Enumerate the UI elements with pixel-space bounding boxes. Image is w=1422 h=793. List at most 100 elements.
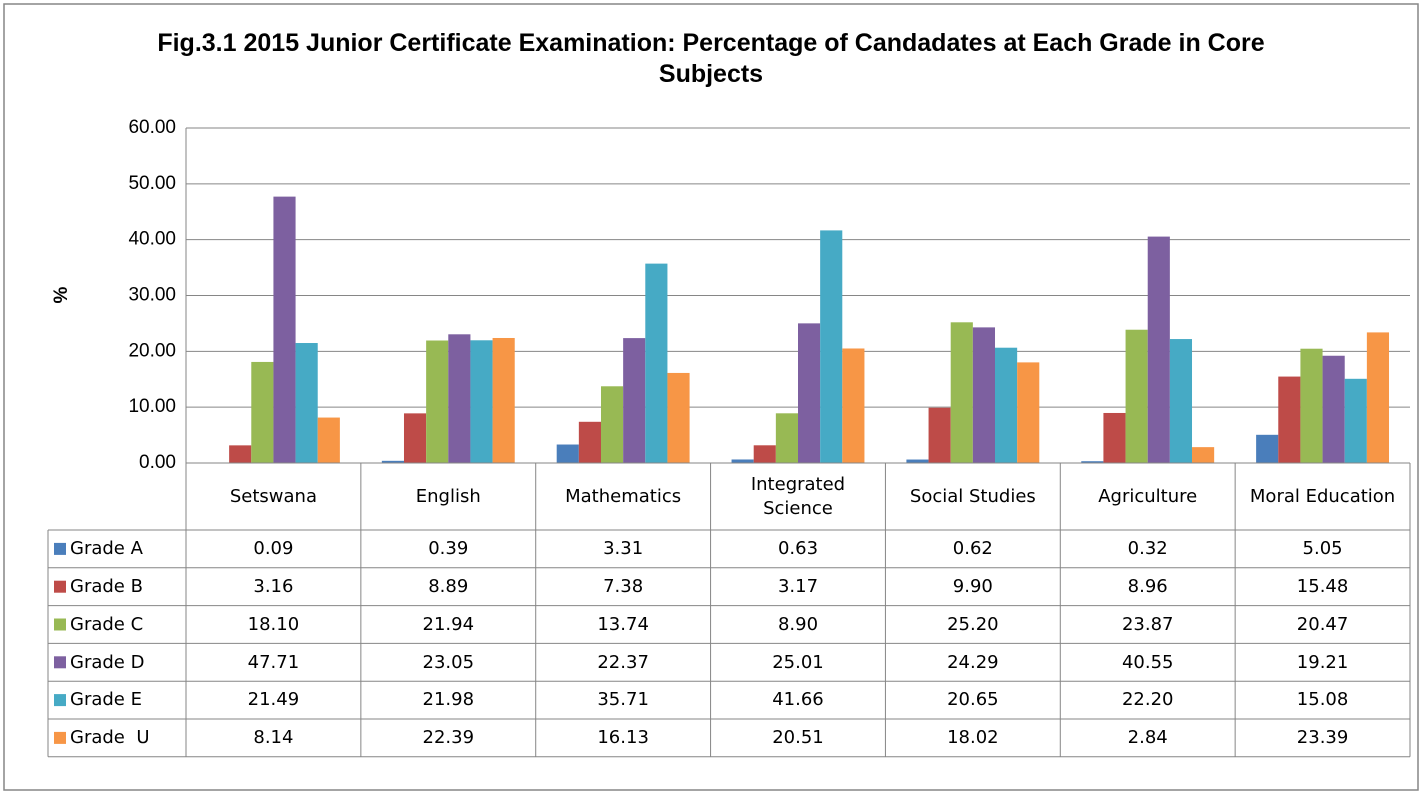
table-value: 21.94	[422, 613, 475, 635]
table-value: 8.90	[777, 613, 819, 635]
legend-swatch	[54, 656, 66, 669]
bar	[556, 444, 579, 463]
bar	[1147, 236, 1170, 463]
bar	[667, 372, 690, 463]
bar	[995, 347, 1018, 463]
bar	[798, 323, 821, 463]
table-value: 20.47	[1296, 613, 1349, 635]
legend-label: Grade C	[70, 613, 144, 635]
bar	[972, 327, 996, 463]
legend-label: Grade B	[70, 576, 143, 597]
bar	[1322, 355, 1345, 463]
table-value: 0.62	[952, 538, 993, 560]
bar	[906, 459, 929, 463]
bar	[1125, 329, 1148, 463]
bar	[645, 263, 668, 463]
bar	[1366, 332, 1390, 463]
table-value: 13.74	[597, 613, 649, 635]
bar	[1169, 339, 1193, 463]
y-tick-label: 0.00	[139, 452, 176, 473]
table-value: 0.63	[777, 538, 819, 560]
bar	[273, 196, 296, 463]
x-tick-label: Integrated Science	[750, 474, 851, 519]
legend-swatch	[54, 731, 66, 744]
table-value: 21.49	[247, 689, 300, 711]
table-value: 18.02	[947, 727, 999, 749]
bar	[1192, 447, 1215, 463]
bar	[1278, 376, 1301, 463]
bar	[403, 413, 427, 463]
table-value: 15.48	[1296, 576, 1349, 597]
y-tick-label: 30.00	[128, 285, 176, 306]
y-tick-label: 40.00	[128, 229, 176, 250]
bar	[928, 407, 951, 463]
table-value: 7.38	[603, 576, 644, 597]
table-value: 3.31	[603, 538, 644, 560]
y-axis-label: %	[51, 286, 72, 303]
bar	[470, 340, 493, 463]
bar	[731, 459, 754, 463]
x-tick-label: Setswana	[229, 485, 317, 507]
table-value: 18.10	[247, 613, 300, 635]
bar	[317, 417, 340, 463]
legend-swatch	[54, 618, 66, 631]
table-value: 40.55	[1121, 651, 1174, 673]
table-value: 22.20	[1121, 689, 1174, 711]
table-value: 35.71	[597, 689, 649, 711]
bar	[1300, 348, 1323, 463]
bar	[295, 343, 318, 463]
legend-swatch	[54, 580, 66, 593]
bar	[578, 421, 601, 463]
legend-label: Grade U	[70, 727, 150, 749]
legend-label: Grade E	[70, 689, 142, 711]
table-value: 19.21	[1296, 651, 1349, 673]
bar	[820, 230, 843, 463]
table-value: 5.05	[1302, 538, 1343, 560]
legend-label: Grade A	[70, 538, 143, 560]
table-value: 20.65	[947, 689, 999, 711]
table-value: 23.05	[422, 651, 475, 673]
legend-swatch	[54, 542, 66, 555]
y-tick-label: 60.00	[128, 117, 176, 138]
table-value: 23.39	[1296, 727, 1349, 749]
chart-title: Fig.3.1 2015 Junior Certificate Examinat…	[157, 29, 1265, 89]
y-tick-label: 20.00	[128, 340, 176, 361]
y-tick-label: 10.00	[128, 396, 176, 417]
bar	[1256, 434, 1279, 463]
table-value: 0.09	[253, 538, 294, 560]
table-value: 41.66	[772, 689, 824, 711]
table-value: 3.17	[777, 576, 819, 597]
bar	[229, 445, 252, 463]
table-value: 8.96	[1127, 576, 1168, 597]
table-value: 8.89	[428, 576, 469, 597]
table-value: 22.39	[422, 727, 475, 749]
bar	[842, 348, 865, 463]
x-tick-label: Social Studies	[909, 485, 1036, 507]
table-value: 23.87	[1121, 613, 1174, 635]
table-value: 15.08	[1296, 689, 1349, 711]
table-value: 25.01	[772, 651, 824, 673]
bar	[448, 334, 471, 463]
table-value: 0.39	[428, 538, 469, 560]
x-tick-label: Moral Education	[1249, 485, 1396, 507]
bar	[775, 413, 798, 463]
table-value: 24.29	[947, 651, 999, 673]
table-value: 0.32	[1127, 538, 1168, 560]
table-value: 8.14	[253, 727, 294, 749]
table-value: 16.13	[597, 727, 649, 749]
bar	[1103, 412, 1126, 463]
table-value: 2.84	[1127, 727, 1168, 749]
table-value: 9.90	[952, 576, 993, 597]
bar	[492, 337, 515, 463]
table-value: 25.20	[947, 613, 999, 635]
bar	[753, 445, 776, 463]
table-value: 22.37	[597, 651, 649, 673]
y-tick-label: 50.00	[128, 173, 176, 194]
bar	[426, 340, 449, 463]
bar	[950, 322, 973, 463]
table-value: 21.98	[422, 689, 475, 711]
table-value: 20.51	[772, 727, 824, 749]
table-value: 47.71	[247, 651, 300, 673]
